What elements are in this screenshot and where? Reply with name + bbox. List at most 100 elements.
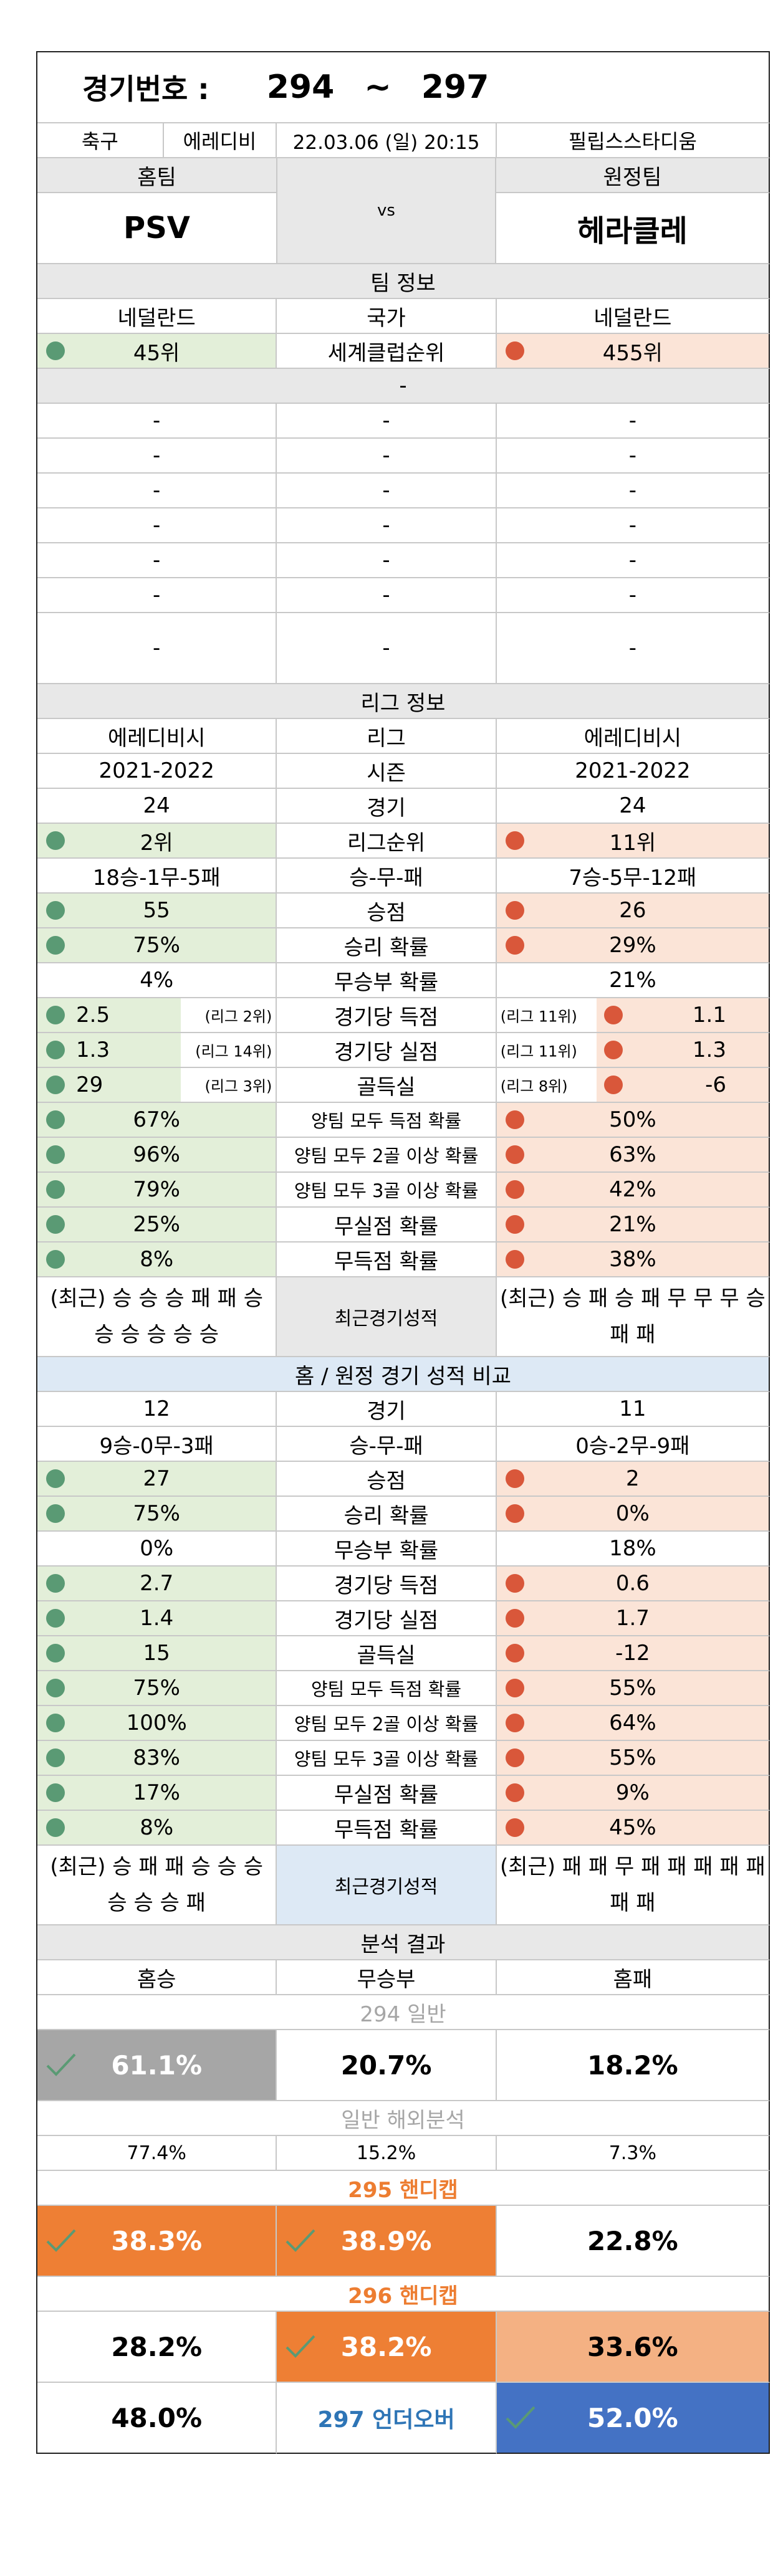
away-stat: 55% — [496, 1741, 770, 1776]
stat-row: 79% 양팀 모두 3골 이상 확률 42% — [36, 1173, 770, 1208]
home-stat-value: 18승-1무-5패 — [92, 865, 221, 890]
stat-label: 경기 — [277, 1392, 497, 1427]
h295-draw-value: 38.9% — [340, 2225, 432, 2256]
match-analysis-sheet: 경기번호 : 294 ~ 297 축구 에레디비 22.03.06 (일) 20… — [36, 51, 770, 2454]
home-stat-value: 67% — [133, 1107, 180, 1132]
home-team-name: PSV — [37, 193, 277, 264]
general-title: 294 일반 — [37, 1995, 770, 2030]
away-stat-value: 38% — [609, 1247, 656, 1272]
home-league-rank-note: (리그 2위) — [204, 1008, 272, 1026]
empty-info-row: --- — [36, 439, 770, 474]
home-stat-value: 55 — [143, 898, 170, 923]
stat-row: 55 승점 26 — [36, 894, 770, 928]
away-stat: 26 — [496, 894, 770, 928]
home-stat-value: 17% — [133, 1780, 180, 1805]
red-dot-icon — [505, 1504, 524, 1523]
general-row: 61.1% 20.7% 18.2% — [36, 2030, 770, 2101]
stat-label: 승-무-패 — [277, 1427, 497, 1462]
home-stat-value: 12 — [143, 1396, 170, 1421]
home-stat: 에레디비시 — [37, 719, 277, 754]
empty-label: - — [277, 404, 497, 439]
home-stat-value: 8% — [140, 1247, 174, 1272]
green-dot-icon — [46, 1006, 65, 1024]
home-league-rank-note: (리그 3위) — [204, 1077, 272, 1095]
stat-row: 15 골득실 -12 — [36, 1636, 770, 1671]
away-country: 네덜란드 — [496, 299, 770, 334]
green-dot-icon — [46, 1469, 65, 1488]
home-stat: 15 — [37, 1636, 277, 1671]
stat-row: 9승-0무-3패 승-무-패 0승-2무-9패 — [36, 1427, 770, 1462]
stat-label: 리그순위 — [277, 824, 497, 859]
green-dot-icon — [46, 1180, 65, 1199]
stat-row: (리그 14위) 1.3 경기당 실점 (리그 11위) 1.3 — [36, 1033, 770, 1068]
red-dot-icon — [505, 1110, 524, 1129]
stat-row: 17% 무실점 확률 9% — [36, 1776, 770, 1811]
home-stat: 4% — [37, 963, 277, 998]
h295-home-value: 38.3% — [111, 2225, 203, 2256]
away-league-rank-note: (리그 11위) — [500, 1008, 577, 1026]
away-stat-value: 55% — [609, 1676, 656, 1701]
over-value: 52.0% — [587, 2402, 678, 2433]
away-league-rank-note: (리그 11위) — [500, 1042, 577, 1061]
home-stat-value: 4% — [140, 968, 174, 993]
home-stat: 67% — [37, 1103, 277, 1138]
h295-away: 22.8% — [496, 2206, 770, 2277]
compare-recent-row: (최근) 승 패 패 승 승 승 승 승 승 패 최근경기성적 (최근) 패 패… — [36, 1846, 770, 1925]
home-stat: 75% — [37, 1671, 277, 1706]
red-dot-icon — [505, 936, 524, 955]
game-number-label: 경기번호 : — [82, 72, 209, 106]
home-stat: 18승-1무-5패 — [37, 859, 277, 894]
empty-info-row: --- — [36, 404, 770, 439]
away-empty-value: - — [496, 578, 770, 613]
home-stat-value: 2.5 — [76, 1003, 110, 1028]
stat-row: 1.4 경기당 실점 1.7 — [36, 1601, 770, 1636]
red-dot-icon — [505, 901, 524, 920]
stat-label: 시즌 — [277, 754, 497, 789]
under-over-row: 48.0% 297 언더오버 52.0% — [36, 2383, 770, 2454]
home-stat-value: 96% — [133, 1142, 180, 1167]
home-world-rank-value: 45위 — [133, 340, 180, 366]
red-dot-icon — [603, 1041, 623, 1059]
stadium: 필립스스타디움 — [496, 123, 770, 158]
home-stat: 75% — [37, 928, 277, 963]
home-stat: 25% — [37, 1208, 277, 1243]
away-stat: 1.7 — [496, 1601, 770, 1636]
league-info-title: 리그 정보 — [37, 684, 770, 719]
away-empty-value: - — [496, 439, 770, 474]
stat-label: 무승부 확률 — [277, 1532, 497, 1567]
home-stat-value: 75% — [133, 933, 180, 958]
stat-label: 경기당 득점 — [277, 1567, 497, 1601]
away-stat: 7승-5무-12패 — [496, 859, 770, 894]
empty-info-row: --- — [36, 543, 770, 578]
red-dot-icon — [505, 1180, 524, 1199]
empty-info-row: --- — [36, 613, 770, 684]
under-over-title: 297 언더오버 — [277, 2383, 497, 2454]
home-stat: 55 — [37, 894, 277, 928]
away-stat: 11위 — [496, 824, 770, 859]
green-dot-icon — [46, 1250, 65, 1269]
red-dot-icon — [505, 1609, 524, 1628]
stat-label: 무실점 확률 — [277, 1208, 497, 1243]
league-short: 에레디비 — [163, 123, 277, 158]
away-stat: 42% — [496, 1173, 770, 1208]
home-recent-form-home: (최근) 승 패 패 승 승 승 승 승 승 패 — [37, 1846, 277, 1925]
home-stat: 83% — [37, 1741, 277, 1776]
home-stat: 12 — [37, 1392, 277, 1427]
away-stat-value: 24 — [619, 793, 646, 818]
home-stat-value: 8% — [140, 1815, 174, 1840]
home-recent-form: (최근) 승 승 승 패 패 승 승 승 승 승 승 — [37, 1277, 277, 1357]
green-dot-icon — [46, 1110, 65, 1129]
home-stat: (리그 14위) 1.3 — [37, 1033, 277, 1068]
stat-row: 25% 무실점 확률 21% — [36, 1208, 770, 1243]
h296-draw-value: 38.2% — [340, 2331, 432, 2362]
green-dot-icon — [46, 901, 65, 920]
green-dot-icon — [46, 1748, 65, 1767]
away-stat-value: 11 — [619, 1396, 646, 1421]
overseas-away: 7.3% — [496, 2136, 770, 2171]
stat-row: 27 승점 2 — [36, 1462, 770, 1497]
home-stat-value: 2위 — [140, 830, 173, 856]
empty-info-row: --- — [36, 578, 770, 613]
check-icon — [286, 2335, 315, 2358]
green-dot-icon — [46, 1714, 65, 1732]
red-dot-icon — [505, 1215, 524, 1234]
